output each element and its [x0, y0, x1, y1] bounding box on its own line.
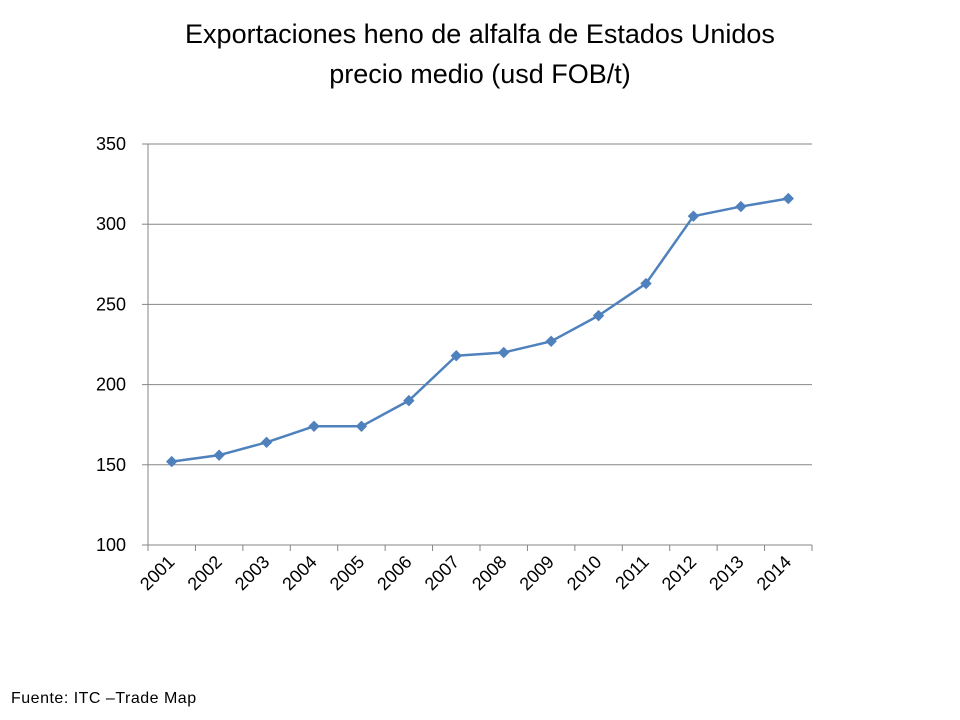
data-point — [355, 420, 368, 433]
y-tick-label: 300 — [96, 214, 126, 234]
data-point — [640, 277, 652, 290]
data-point — [782, 192, 794, 205]
x-tick-label: 2008 — [468, 552, 510, 594]
data-point — [403, 394, 415, 407]
data-point — [592, 309, 605, 322]
chart-title-line-2: precio medio (usd FOB/t) — [329, 59, 631, 89]
data-point — [166, 455, 178, 468]
data-point — [498, 346, 510, 359]
data-point — [735, 200, 747, 213]
data-point — [545, 335, 557, 347]
chart-title: Exportaciones heno de alfalfa de Estados… — [0, 14, 960, 94]
x-tick-label: 2006 — [373, 552, 415, 594]
x-tick-label: 2003 — [231, 552, 273, 594]
data-point — [450, 350, 462, 362]
x-tick-label: 2007 — [421, 552, 463, 594]
x-tick-label: 2005 — [326, 552, 368, 594]
x-tick-label: 2009 — [516, 552, 558, 594]
x-tick-label: 2013 — [705, 552, 747, 594]
x-tick-label: 2001 — [136, 552, 178, 594]
x-tick-label: 2014 — [753, 552, 795, 594]
x-tick-label: 2010 — [563, 552, 605, 594]
y-tick-label: 100 — [96, 535, 126, 555]
x-tick-label: 2002 — [184, 552, 226, 594]
series-line — [171, 197, 789, 463]
x-tick-label: 2004 — [278, 552, 320, 594]
data-point — [260, 436, 273, 449]
chart-title-line-1: Exportaciones heno de alfalfa de Estados… — [185, 19, 775, 49]
x-tick-label: 2012 — [658, 552, 700, 594]
source-note: Fuente: ITC –Trade Map — [11, 690, 197, 707]
y-tick-label: 150 — [96, 455, 126, 475]
data-point — [687, 210, 700, 222]
x-tick-label: 2011 — [611, 552, 653, 594]
y-tick-label: 200 — [96, 375, 126, 395]
data-point — [213, 449, 225, 461]
data-point — [308, 420, 320, 433]
y-tick-label: 250 — [96, 294, 126, 314]
y-tick-label: 350 — [96, 134, 126, 154]
